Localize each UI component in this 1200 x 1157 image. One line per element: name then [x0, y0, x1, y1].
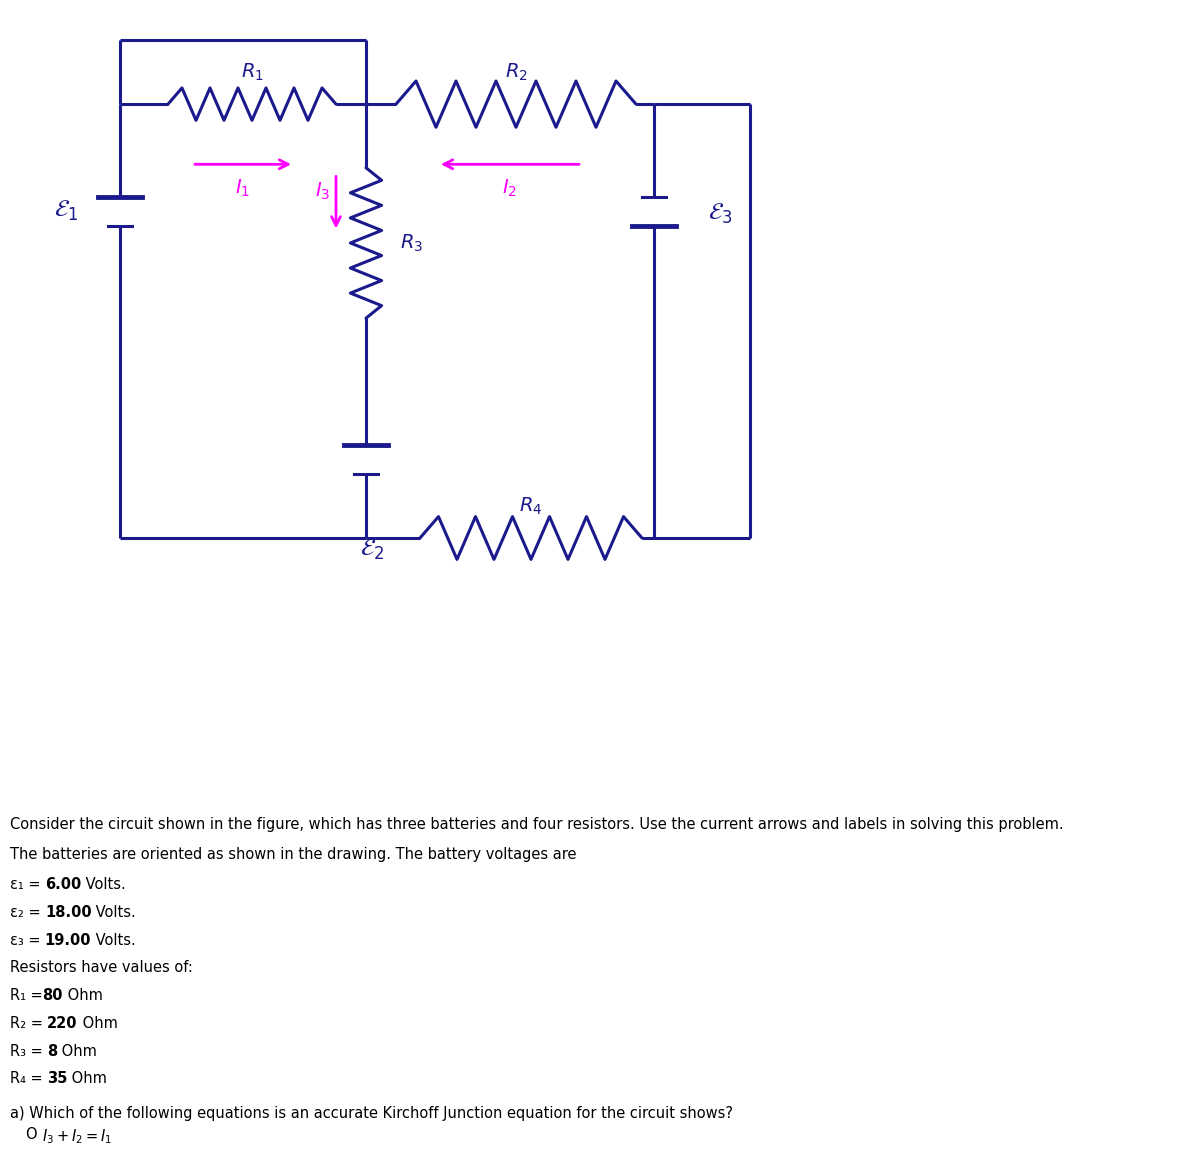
- Text: $\mathcal{E}_2$: $\mathcal{E}_2$: [360, 538, 384, 562]
- Text: 8: 8: [47, 1044, 58, 1059]
- Text: R₂ =: R₂ =: [10, 1016, 47, 1031]
- Text: Ohm: Ohm: [58, 1044, 97, 1059]
- Text: $R_4$: $R_4$: [520, 496, 542, 517]
- Text: Ohm: Ohm: [67, 1071, 107, 1086]
- Text: Resistors have values of:: Resistors have values of:: [10, 960, 192, 975]
- Text: R₁ =: R₁ =: [10, 988, 42, 1003]
- Text: $I_3 + I_2 = I_1$: $I_3 + I_2 = I_1$: [42, 1127, 113, 1145]
- Text: Volts.: Volts.: [91, 905, 137, 920]
- Text: ε₂ =: ε₂ =: [10, 905, 44, 920]
- Text: 19.00: 19.00: [44, 933, 91, 948]
- Text: ε₃ =: ε₃ =: [10, 933, 44, 948]
- Text: $I_3$: $I_3$: [314, 180, 330, 201]
- Text: $I_1$: $I_1$: [235, 178, 251, 199]
- Text: Ohm: Ohm: [78, 1016, 118, 1031]
- Text: Volts.: Volts.: [80, 877, 126, 892]
- Text: $R_2$: $R_2$: [505, 62, 527, 83]
- Text: $R_3$: $R_3$: [400, 233, 422, 253]
- Text: a) Which of the following equations is an accurate Kirchoff Junction equation fo: a) Which of the following equations is a…: [10, 1106, 732, 1121]
- Text: 80: 80: [42, 988, 62, 1003]
- Text: 18.00: 18.00: [44, 905, 91, 920]
- Text: Ohm: Ohm: [62, 988, 103, 1003]
- Text: $I_2$: $I_2$: [503, 178, 517, 199]
- Text: 220: 220: [47, 1016, 78, 1031]
- Text: R₃ =: R₃ =: [10, 1044, 47, 1059]
- Text: 35: 35: [47, 1071, 67, 1086]
- Text: The batteries are oriented as shown in the drawing. The battery voltages are: The batteries are oriented as shown in t…: [10, 847, 576, 862]
- Text: 6.00: 6.00: [44, 877, 80, 892]
- Text: Consider the circuit shown in the figure, which has three batteries and four res: Consider the circuit shown in the figure…: [10, 817, 1063, 832]
- Text: $\mathcal{E}_3$: $\mathcal{E}_3$: [708, 202, 732, 226]
- Text: $\mathcal{E}_1$: $\mathcal{E}_1$: [54, 199, 78, 222]
- Text: O: O: [25, 1127, 37, 1142]
- Text: ε₁ =: ε₁ =: [10, 877, 44, 892]
- Text: Volts.: Volts.: [91, 933, 136, 948]
- Text: $R_1$: $R_1$: [240, 62, 264, 83]
- Text: R₄ =: R₄ =: [10, 1071, 47, 1086]
